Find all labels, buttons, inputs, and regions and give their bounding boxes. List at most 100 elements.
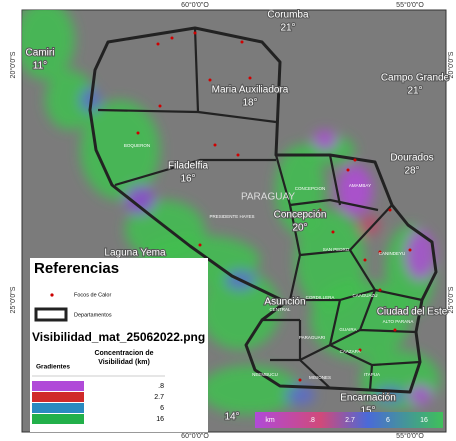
axis-label: 55°0'0"O <box>396 1 424 9</box>
city-temp: 20° <box>292 223 307 234</box>
heat-point <box>346 168 350 172</box>
blob <box>22 10 75 80</box>
heat-point <box>170 36 174 40</box>
city-temp: 21° <box>280 23 295 34</box>
blob <box>80 100 160 200</box>
city-name: Encarnación <box>340 393 396 404</box>
blob <box>408 385 432 405</box>
gradient-swatch <box>32 414 84 424</box>
city-name: Camiri <box>26 48 55 59</box>
department-name: AMAMBAY <box>349 183 371 188</box>
blob <box>45 70 95 130</box>
department-name: CONCEPCION <box>295 186 326 191</box>
axis-label: 55°0'0"O <box>396 432 424 440</box>
blob <box>360 215 380 235</box>
department-name: PARAGUARI <box>299 335 325 340</box>
heat-points <box>136 31 412 382</box>
gradient-swatch <box>32 403 84 413</box>
heat-point <box>198 243 202 247</box>
city-temp: 14° <box>224 412 239 423</box>
axis-label: 20°0'0"S <box>9 51 17 78</box>
department-borders <box>88 26 438 394</box>
blob <box>405 230 435 280</box>
gradient-swatch <box>32 392 84 402</box>
heat-point <box>208 78 212 82</box>
legend-fire-symbol <box>50 293 54 297</box>
colorbar: km .8 2.7 6 16 <box>255 412 443 428</box>
city-name: Campo Grande <box>381 73 450 84</box>
city-name: Asunción <box>264 297 305 308</box>
department-name: ITAPUA <box>364 372 380 377</box>
legend-title: Referencias <box>34 260 119 277</box>
heat-point <box>213 143 217 147</box>
heat-point <box>240 40 244 44</box>
department-name: NEEMBUCU <box>252 372 278 377</box>
legend-dept-symbol <box>34 307 68 322</box>
legend-layer: Visibilidad_mat_25062022.png <box>32 330 205 344</box>
colorbar-ramp <box>255 412 443 428</box>
city-temp: 18° <box>242 98 257 109</box>
heat-point <box>158 104 162 108</box>
blob <box>313 130 337 150</box>
city-temp: 21° <box>407 86 422 97</box>
department-name: BOQUERON <box>124 143 150 148</box>
heat-point <box>353 158 357 162</box>
city-name: Dourados <box>390 153 433 164</box>
heat-point <box>363 258 367 262</box>
axis-label: 60°0'0"O <box>181 432 209 440</box>
city-temp: 16° <box>180 174 195 185</box>
department-name: CAAZAPA <box>340 349 361 354</box>
colorbar-unit: km <box>265 417 275 424</box>
heat-point <box>298 378 302 382</box>
department-name: CORDILLERA <box>306 295 335 300</box>
country-border <box>88 26 438 394</box>
city-temp: 11° <box>33 61 47 72</box>
city-name: Filadelfia <box>168 161 208 172</box>
axis-label: 25°0'0"S <box>9 286 17 313</box>
heat-point <box>378 250 382 254</box>
colorbar-label: 6 <box>386 417 390 424</box>
colorbar-label: .8 <box>309 417 315 424</box>
city-name: Laguna Yema <box>104 248 166 259</box>
city-name: Maria Auxiliadora <box>212 85 289 96</box>
axis-label: 25°0'0"S <box>447 286 455 313</box>
city-name: Concepción <box>274 210 327 221</box>
internal-borders <box>97 27 423 391</box>
heat-point <box>331 230 335 234</box>
colorbar-label: 2.7 <box>345 417 355 424</box>
department-name: SAN PEDRO <box>323 247 350 252</box>
heat-point <box>393 328 397 332</box>
legend-item: Departamentos <box>74 312 112 318</box>
table-header: Gradientes <box>36 364 70 371</box>
department-name: ALTO PARANA <box>383 319 414 324</box>
blob <box>200 365 300 415</box>
blob <box>125 185 155 215</box>
heat-point <box>156 42 160 46</box>
heat-point <box>388 208 392 212</box>
department-name: MISIONES <box>309 375 331 380</box>
gradient-swatch <box>32 381 84 391</box>
blob <box>285 385 315 405</box>
heat-point <box>136 131 140 135</box>
department-name: GUAIRA <box>339 327 356 332</box>
gradient-value: 6 <box>160 405 164 412</box>
department-name: PRESIDENTE HAYES <box>210 214 255 219</box>
legend: Referencias Focos de Calor Departamentos… <box>30 258 208 432</box>
city-name: Corumba <box>267 10 309 21</box>
heat-point <box>236 153 240 157</box>
heat-point <box>358 348 362 352</box>
gradient-value: 2.7 <box>154 394 164 401</box>
city-name: Ciudad del Este <box>377 307 448 318</box>
heat-point <box>318 208 322 212</box>
heat-point <box>378 288 382 292</box>
colorbar-label: 16 <box>420 417 428 424</box>
table-header: Concentracion de Visibilidad (km) <box>94 350 154 366</box>
country-name: PARAGUAY <box>241 192 295 203</box>
department-name: CANINDEYU <box>379 251 406 256</box>
department-name: CAAGUAZU <box>352 293 377 298</box>
table-header-box: Concentracion de Visibilidad (km) <box>94 350 154 366</box>
heat-point <box>193 31 197 35</box>
axis-label: 20°0'0"S <box>447 51 455 78</box>
legend-item: Focos de Calor <box>74 292 111 298</box>
